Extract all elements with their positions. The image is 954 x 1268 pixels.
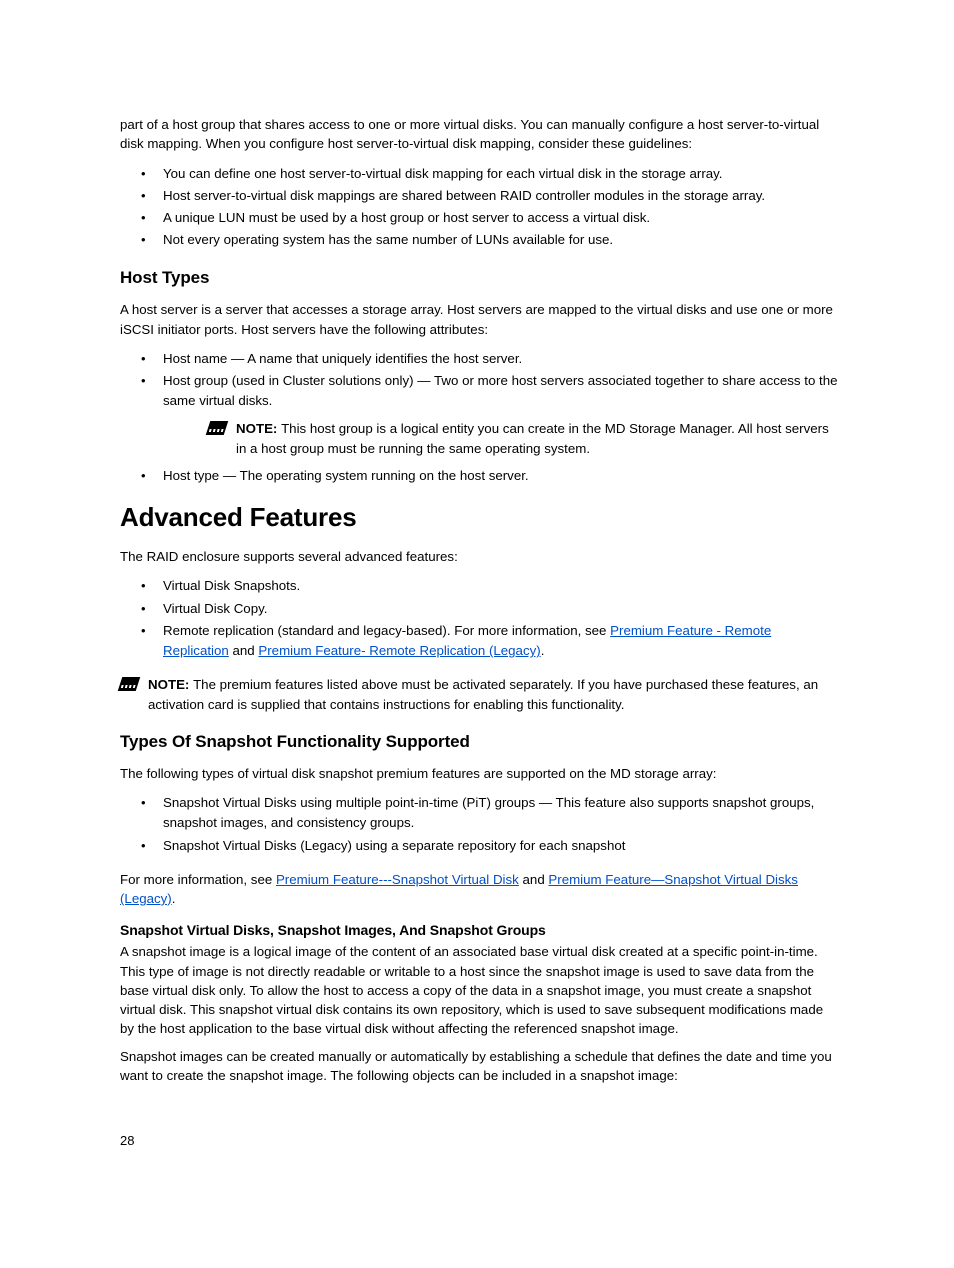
list-item: Host type — The operating system running…: [163, 466, 839, 486]
list-item-text-post: .: [541, 643, 545, 658]
note-text-container: NOTE: The premium features listed above …: [148, 675, 839, 714]
note-text-container: NOTE: This host group is a logical entit…: [236, 419, 839, 458]
list-item-text-mid: and: [229, 643, 259, 658]
snapshot-bullet-list: Snapshot Virtual Disks using multiple po…: [120, 793, 839, 856]
list-item: Remote replication (standard and legacy-…: [163, 621, 839, 661]
svd-paragraph-2: Snapshot images can be created manually …: [120, 1047, 839, 1086]
list-item: Host server-to-virtual disk mappings are…: [163, 186, 839, 206]
note-label: NOTE:: [236, 421, 281, 436]
snapshot-virtual-disk-link[interactable]: Premium Feature---Snapshot Virtual Disk: [276, 872, 519, 887]
more-info-pre: For more information, see: [120, 872, 276, 887]
list-item: You can define one host server-to-virtua…: [163, 164, 839, 184]
list-item: A unique LUN must be used by a host grou…: [163, 208, 839, 228]
note-block: NOTE: The premium features listed above …: [120, 675, 839, 714]
remote-replication-legacy-link[interactable]: Premium Feature- Remote Replication (Leg…: [258, 643, 540, 658]
list-item: Host name — A name that uniquely identif…: [163, 349, 839, 369]
host-types-paragraph: A host server is a server that accesses …: [120, 300, 839, 339]
intro-paragraph: part of a host group that shares access …: [120, 115, 839, 154]
list-item-text-pre: Remote replication (standard and legacy-…: [163, 623, 610, 638]
list-item: Snapshot Virtual Disks using multiple po…: [163, 793, 839, 833]
host-types-bullet-list: Host name — A name that uniquely identif…: [120, 349, 839, 486]
snapshot-more-info: For more information, see Premium Featur…: [120, 870, 839, 909]
snapshot-types-heading: Types Of Snapshot Functionality Supporte…: [120, 732, 839, 752]
note-label: NOTE:: [148, 677, 193, 692]
document-page: part of a host group that shares access …: [0, 0, 954, 1268]
list-item: Virtual Disk Snapshots.: [163, 576, 839, 596]
snapshot-paragraph: The following types of virtual disk snap…: [120, 764, 839, 783]
note-body: The premium features listed above must b…: [148, 677, 818, 711]
list-item: Host group (used in Cluster solutions on…: [163, 371, 839, 458]
list-item-text: Host group (used in Cluster solutions on…: [163, 373, 838, 408]
note-icon: [118, 677, 141, 691]
host-types-heading: Host Types: [120, 268, 839, 288]
list-item: Snapshot Virtual Disks (Legacy) using a …: [163, 836, 839, 856]
svd-paragraph-1: A snapshot image is a logical image of t…: [120, 942, 839, 1038]
page-number: 28: [120, 1133, 134, 1148]
note-block: NOTE: This host group is a logical entit…: [208, 419, 839, 458]
intro-bullet-list: You can define one host server-to-virtua…: [120, 164, 839, 251]
advanced-paragraph: The RAID enclosure supports several adva…: [120, 547, 839, 566]
advanced-features-heading: Advanced Features: [120, 502, 839, 533]
advanced-bullet-list: Virtual Disk Snapshots. Virtual Disk Cop…: [120, 576, 839, 661]
list-item: Virtual Disk Copy.: [163, 599, 839, 619]
svd-heading: Snapshot Virtual Disks, Snapshot Images,…: [120, 922, 839, 938]
more-info-mid: and: [519, 872, 549, 887]
list-item: Not every operating system has the same …: [163, 230, 839, 250]
note-icon: [206, 421, 229, 435]
note-body: This host group is a logical entity you …: [236, 421, 829, 455]
more-info-post: .: [172, 891, 176, 906]
